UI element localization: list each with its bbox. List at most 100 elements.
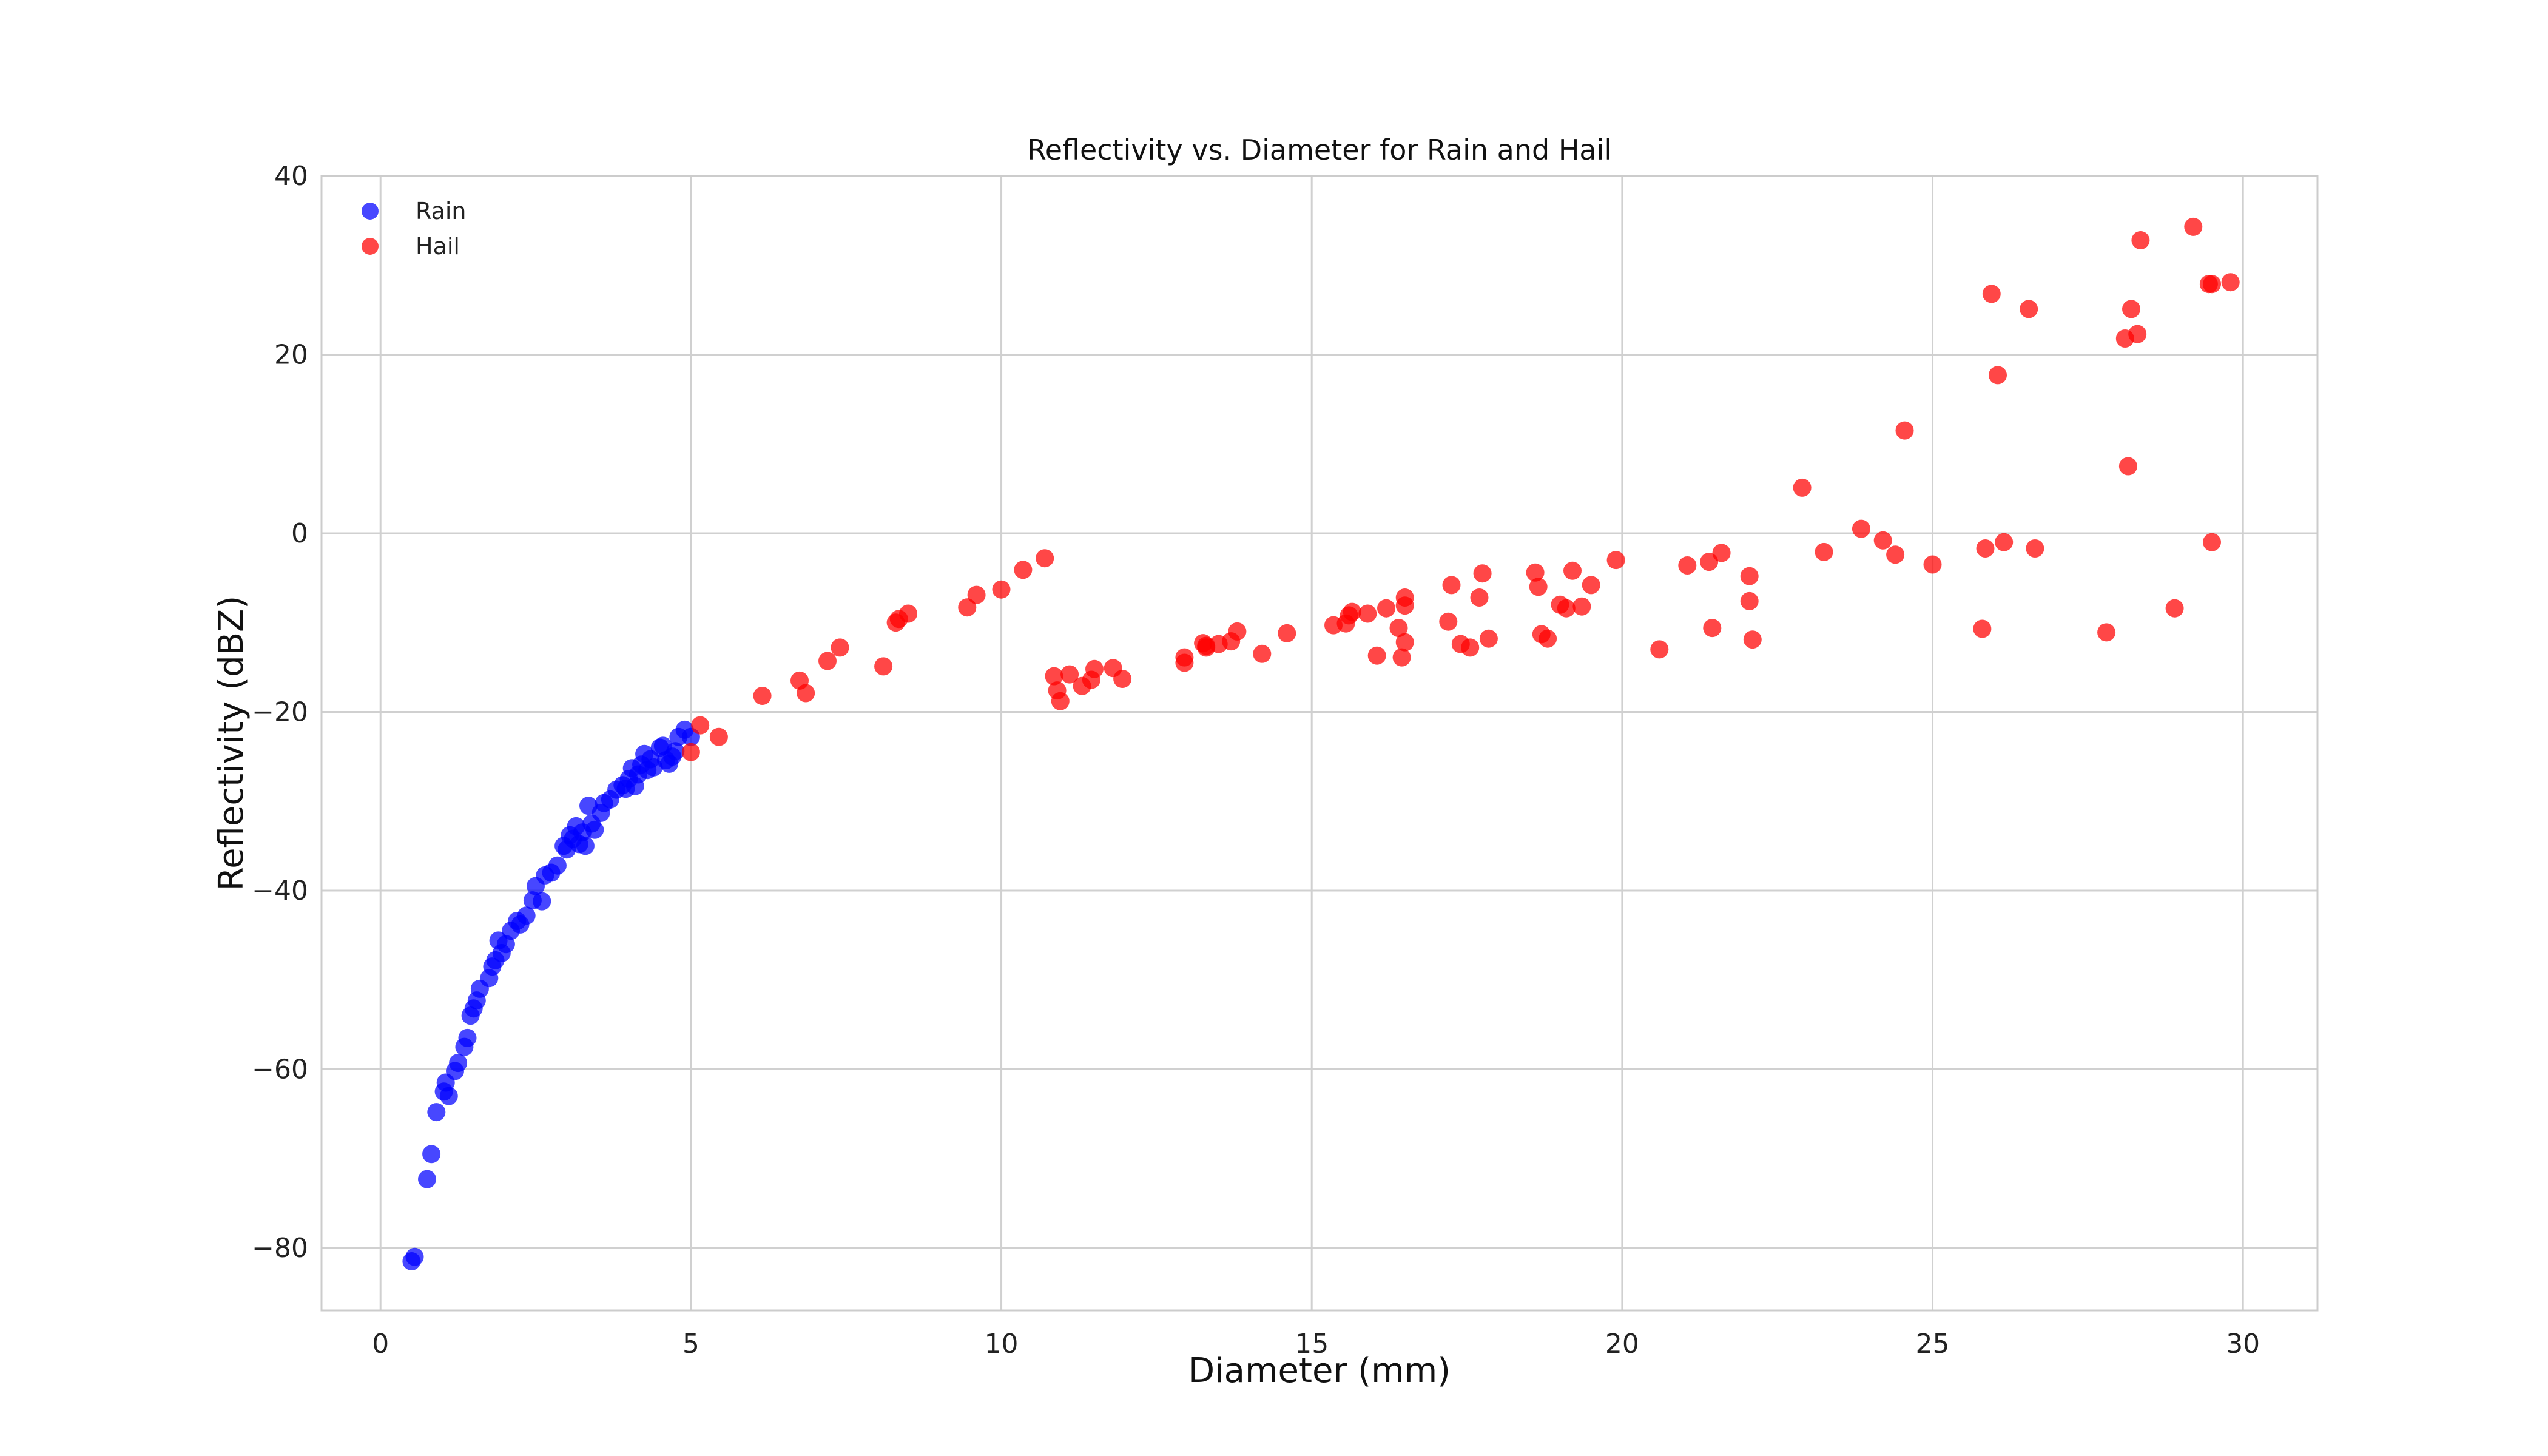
hail-point [1461, 638, 1480, 657]
hail-point [753, 687, 772, 705]
x-tick-label: 25 [1916, 1329, 1950, 1360]
hail-point [1989, 366, 2007, 385]
legend-marker-rain [362, 203, 379, 220]
rain-point [458, 1028, 477, 1047]
hail-point [1045, 667, 1063, 686]
hail-point [1470, 588, 1489, 607]
rain-point [422, 1145, 441, 1164]
hail-point [2165, 599, 2184, 618]
data-points [402, 217, 2240, 1270]
hail-point [1036, 549, 1054, 568]
rain-point [666, 742, 685, 761]
hail-point [818, 652, 837, 670]
rain-point [427, 1103, 446, 1122]
hail-point [958, 598, 977, 617]
hail-point [691, 716, 710, 735]
hail-point [1650, 640, 1669, 659]
hail-point [1606, 551, 1625, 570]
y-tick-label: −60 [252, 1054, 308, 1085]
hail-point [1014, 561, 1033, 579]
hail-point [1563, 561, 1582, 580]
hail-point [2203, 275, 2221, 294]
rain-point [533, 892, 551, 911]
hail-point [831, 638, 849, 657]
hail-point [992, 580, 1011, 599]
y-tick-label: −80 [252, 1233, 308, 1264]
hail-point [709, 727, 728, 746]
hail-point [1740, 592, 1759, 610]
hail-point [1060, 665, 1079, 684]
hail-point [1895, 421, 1914, 440]
hail-point [1175, 648, 1194, 667]
hail-point [1873, 531, 1892, 550]
hail-point [1395, 596, 1414, 615]
hail-point [1439, 612, 1458, 631]
legend-label-hail: Hail [416, 233, 460, 260]
hail-point [1740, 567, 1759, 585]
hail-point [1712, 544, 1731, 562]
hail-point [1703, 619, 1722, 638]
hail-point [1358, 604, 1377, 623]
hail-point [1389, 619, 1408, 638]
chart-title: Reflectivity vs. Diameter for Rain and H… [1027, 133, 1612, 166]
hail-point [1539, 629, 1557, 648]
rain-point [405, 1247, 424, 1266]
x-tick-label: 5 [682, 1329, 699, 1360]
hail-point [2184, 217, 2203, 236]
rain-point [548, 856, 567, 875]
hail-point [1442, 576, 1461, 595]
legend: Rain Hail [362, 198, 467, 260]
hail-point [1995, 533, 2014, 551]
hail-point [1278, 624, 1296, 642]
x-axis-title: Diameter (mm) [1188, 1351, 1451, 1390]
hail-point [967, 585, 986, 604]
hail-point [2131, 231, 2150, 249]
rain-point [439, 1087, 458, 1105]
hail-point [2118, 457, 2137, 476]
hail-point [1343, 602, 1361, 621]
hail-point [2020, 300, 2038, 318]
hail-point [2097, 623, 2116, 642]
hail-point [1085, 659, 1104, 678]
hail-point [1982, 285, 2001, 303]
hail-point [1367, 646, 1386, 665]
y-tick-label: 0 [291, 518, 308, 549]
hail-point [797, 684, 815, 703]
x-tick-label: 20 [1605, 1329, 1639, 1360]
hail-point [1113, 670, 1132, 688]
x-tick-label: 0 [372, 1329, 389, 1360]
hail-point [1473, 564, 1492, 583]
hail-point [1557, 599, 1576, 618]
hail-point [1973, 619, 1992, 638]
legend-label-rain: Rain [416, 198, 467, 224]
hail-point [1529, 578, 1548, 596]
hail-point [1377, 599, 1395, 618]
hail-point [899, 604, 917, 623]
hail-point [1395, 633, 1414, 652]
x-tick-label: 30 [2226, 1329, 2260, 1360]
tick-labels: 0 5 10 15 20 25 30 −80 −60 −40 −20 0 20 40 [252, 161, 2260, 1360]
x-tick-label: 15 [1295, 1329, 1329, 1360]
hail-point [1253, 644, 1272, 663]
rain-point [517, 906, 536, 925]
hail-point [874, 657, 893, 676]
hail-point [1392, 648, 1411, 667]
y-tick-label: −40 [252, 875, 308, 906]
hail-point [1678, 556, 1697, 575]
hail-point [1228, 622, 1247, 641]
rain-point [585, 820, 604, 839]
y-tick-label: 40 [274, 161, 308, 192]
hail-point [681, 743, 700, 761]
hail-point [1793, 478, 1812, 497]
hail-point [1479, 629, 1498, 648]
hail-point [2203, 533, 2221, 551]
rain-point [576, 837, 595, 855]
hail-point [1815, 542, 1833, 561]
hail-point [2026, 539, 2044, 558]
hail-point [1743, 630, 1762, 649]
hail-point [1923, 555, 1942, 574]
x-tick-label: 10 [985, 1329, 1019, 1360]
hail-point [1051, 692, 1070, 710]
